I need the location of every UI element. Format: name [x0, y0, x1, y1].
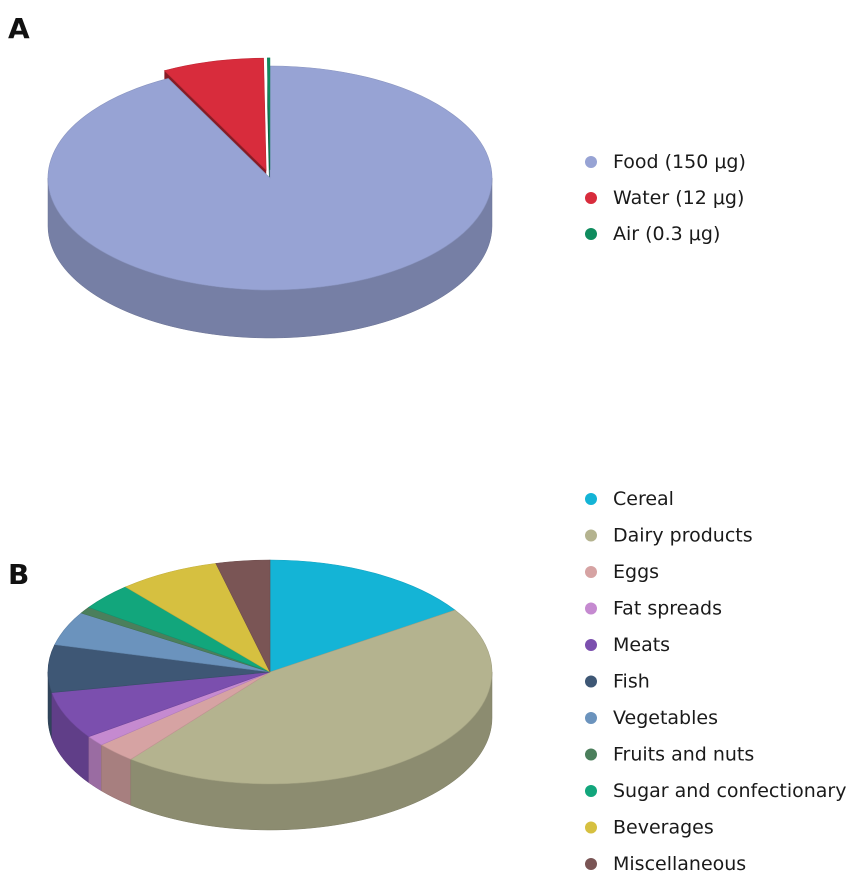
legend-a-marker-air-0-3-g — [585, 228, 597, 240]
legend-b: Cereal Dairy products Eggs Fat spreads Meats… — [585, 488, 846, 875]
panel-label-b: B — [8, 558, 29, 591]
legend-b-label-fat-spreads: Fat spreads — [613, 598, 722, 620]
legend-b-marker-dairy-products — [585, 529, 597, 542]
legend-b-marker-vegetables — [585, 712, 597, 724]
legend-b-item-beverages: Beverages — [585, 817, 714, 839]
legend-b-label-dairy-products: Dairy products — [613, 525, 753, 547]
legend-b-item-fish: Fish — [585, 671, 650, 693]
legend-b-label-vegetables: Vegetables — [613, 707, 718, 729]
legend-a-label-air-0-3-g: Air (0.3 μg) — [613, 223, 720, 245]
legend-b-item-eggs: Eggs — [585, 561, 659, 583]
pie-chart-b — [47, 559, 493, 831]
legend-a-marker-food-150-g — [585, 156, 597, 168]
legend-b-label-beverages: Beverages — [613, 817, 714, 839]
legend-b-label-cereal: Cereal — [613, 488, 674, 510]
legend-a-item-air-0-3-g: Air (0.3 μg) — [585, 223, 720, 245]
legend-b-label-fruits-and-nuts: Fruits and nuts — [613, 744, 754, 766]
legend-b-marker-eggs — [585, 566, 597, 578]
legend-b-marker-fat-spreads — [585, 602, 597, 615]
legend-b-item-fat-spreads: Fat spreads — [585, 598, 722, 620]
pie-b-slice-cereal — [269, 559, 456, 673]
legend-a-item-water-12-g: Water (12 μg) — [585, 187, 744, 209]
legend-a-marker-water-12-g — [585, 192, 597, 204]
pie-b-slice-dairy-products — [130, 609, 493, 785]
legend-b-label-meats: Meats — [613, 634, 670, 656]
legend-a-item-food-150-g: Food (150 μg) — [585, 151, 746, 173]
legend-b-marker-beverages — [585, 821, 597, 834]
legend-b-label-eggs: Eggs — [613, 561, 659, 583]
legend-b-marker-fish — [585, 675, 597, 688]
legend-b-item-cereal: Cereal — [585, 488, 674, 510]
legend-b-item-sugar-and-confectionary: Sugar and confectionary — [585, 780, 846, 802]
pie-b-side-fat-spreads — [88, 736, 102, 792]
legend-b-item-fruits-and-nuts: Fruits and nuts — [585, 744, 754, 766]
legend-b-marker-sugar-and-confectionary — [585, 785, 597, 797]
pie-b-slice-miscellaneous — [215, 559, 271, 673]
legend-b-label-fish: Fish — [613, 671, 650, 693]
legend-a: Food (150 μg) Water (12 μg) Air (0.3 μg) — [585, 151, 746, 245]
panel-label-a: A — [8, 12, 30, 45]
legend-b-marker-fruits-and-nuts — [585, 748, 597, 761]
legend-a-label-water-12-g: Water (12 μg) — [613, 187, 744, 209]
legend-b-marker-cereal — [585, 493, 597, 505]
legend-b-marker-miscellaneous — [585, 858, 597, 870]
legend-b-item-vegetables: Vegetables — [585, 707, 718, 729]
legend-b-item-meats: Meats — [585, 634, 670, 656]
legend-b-label-miscellaneous: Miscellaneous — [613, 853, 746, 875]
legend-b-item-miscellaneous: Miscellaneous — [585, 853, 746, 875]
legend-b-label-sugar-and-confectionary: Sugar and confectionary — [613, 780, 846, 802]
pie-a-slice-food-150-g — [47, 65, 493, 291]
pie-chart-a — [47, 57, 493, 339]
pie-b-slice-beverages — [124, 563, 271, 673]
pie-a-slice-water-12-g — [163, 57, 267, 171]
legend-b-item-dairy-products: Dairy products — [585, 525, 753, 547]
pie-b-sides — [47, 671, 493, 831]
legend-b-marker-meats — [585, 639, 597, 651]
pie-a-slice-air-0-3-g — [267, 57, 271, 170]
legend-a-label-food-150-g: Food (150 μg) — [613, 151, 746, 173]
